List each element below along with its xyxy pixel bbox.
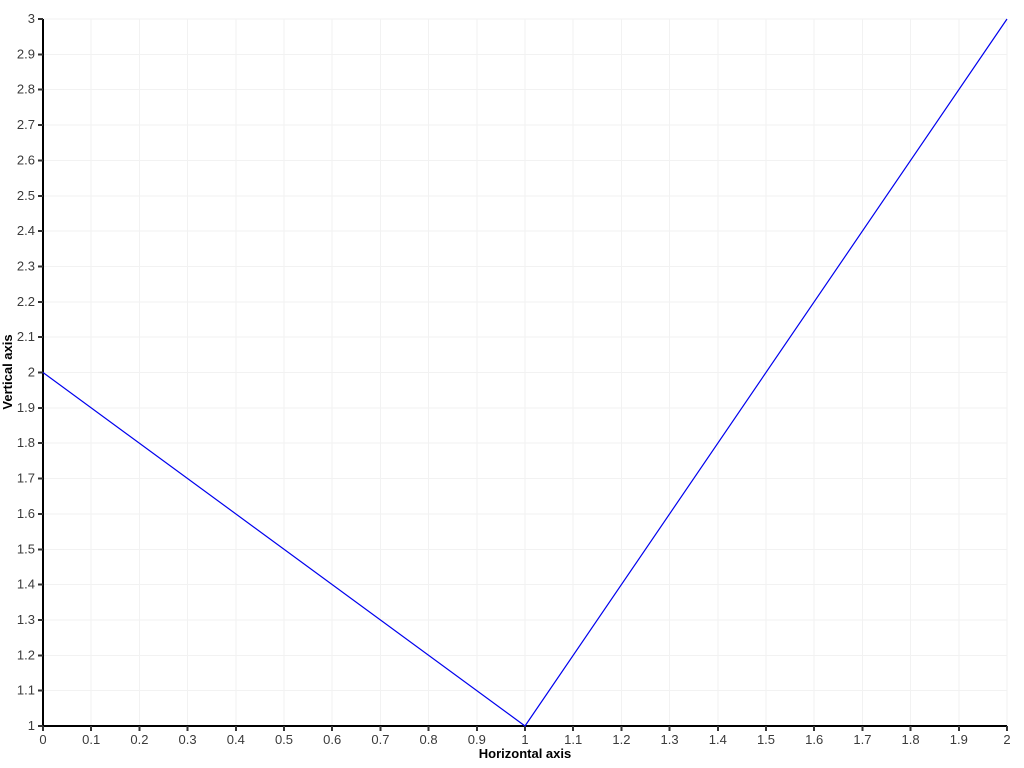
y-tick-label: 1.8 <box>17 435 35 450</box>
gridlines <box>42 18 1008 727</box>
y-tick-label: 1 <box>28 718 35 733</box>
y-tick-label: 2 <box>28 365 35 380</box>
x-tick-label: 0.1 <box>82 732 100 747</box>
y-tick-label: 2.1 <box>17 329 35 344</box>
x-tick-label: 1.4 <box>709 732 727 747</box>
y-tick-label: 1.9 <box>17 400 35 415</box>
y-tick-label: 1.5 <box>17 541 35 556</box>
x-tick-label: 1.7 <box>853 732 871 747</box>
x-tick-label: 1.2 <box>612 732 630 747</box>
y-tick-label: 2.6 <box>17 152 35 167</box>
y-tick-label: 2.9 <box>17 46 35 61</box>
y-tick-label: 1.6 <box>17 506 35 521</box>
x-tick-label: 0.6 <box>323 732 341 747</box>
x-tick-label: 2 <box>1003 732 1010 747</box>
x-tick-label: 1.8 <box>902 732 920 747</box>
y-axis-title: Vertical axis <box>0 334 15 409</box>
y-tick-label: 1.1 <box>17 683 35 698</box>
y-tick-label: 2.3 <box>17 258 35 273</box>
x-tick-label: 0.4 <box>227 732 245 747</box>
y-tick-label: 2.5 <box>17 188 35 203</box>
y-tick-label: 2.8 <box>17 82 35 97</box>
x-tick-label: 1.9 <box>950 732 968 747</box>
x-tick-label: 0.5 <box>275 732 293 747</box>
y-tick-label: 2.4 <box>17 223 35 238</box>
y-tick-label: 1.3 <box>17 612 35 627</box>
x-tick-label: 0.3 <box>179 732 197 747</box>
y-tick-label: 2.7 <box>17 117 35 132</box>
y-tick-labels: 1 1.1 1.2 1.3 1.4 1.5 1.6 1.7 1.8 1.9 2 2.1 2.2 2.3 2.… <box>17 11 35 733</box>
x-tick-label: 0.2 <box>130 732 148 747</box>
x-tick-label: 0.9 <box>468 732 486 747</box>
y-tick-label: 1.7 <box>17 471 35 486</box>
x-tick-label: 0 <box>39 732 46 747</box>
y-tick-label: 2.2 <box>17 294 35 309</box>
y-tick-label: 1.4 <box>17 577 35 592</box>
x-tick-label: 1 <box>521 732 528 747</box>
tick-marks <box>38 18 1008 731</box>
x-tick-label: 0.7 <box>371 732 389 747</box>
x-tick-label: 0.8 <box>420 732 438 747</box>
x-tick-label: 1.1 <box>564 732 582 747</box>
x-tick-label: 1.6 <box>805 732 823 747</box>
x-tick-label: 1.3 <box>661 732 679 747</box>
x-tick-labels: 0 0.1 0.2 0.3 0.4 0.5 0.6 0.7 0.8 0.9 1 1.1 1.2 1.3 1.… <box>39 732 1010 747</box>
x-axis-title: Horizontal axis <box>479 746 571 761</box>
x-tick-label: 1.5 <box>757 732 775 747</box>
y-tick-label: 1.2 <box>17 647 35 662</box>
data-line-series <box>42 18 1008 727</box>
y-tick-label: 3 <box>28 11 35 26</box>
